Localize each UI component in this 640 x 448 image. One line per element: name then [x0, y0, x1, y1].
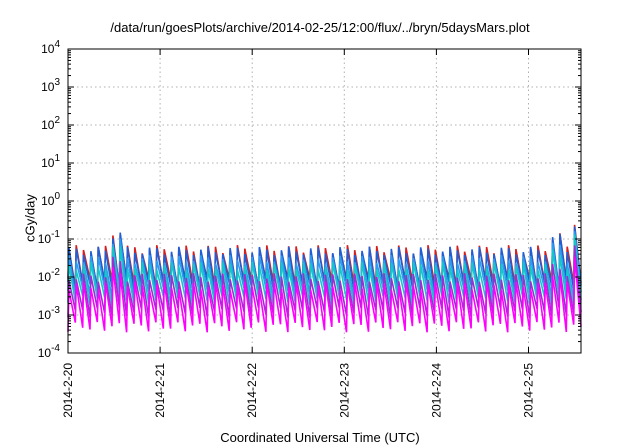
y-tick-label: 101 — [41, 153, 60, 170]
x-axis-label: Coordinated Universal Time (UTC) — [220, 430, 420, 445]
x-tick-label: 2014-2-24 — [429, 363, 443, 418]
axes — [67, 48, 582, 354]
x-tick-labels: 2014-2-20 2014-2-21 2014-2-22 2014-2-23 2014… — [61, 363, 536, 418]
x-tick-label: 2014-2-20 — [61, 363, 75, 418]
y-tick-label: 10-4 — [38, 343, 61, 360]
x-tick-label: 2014-2-21 — [153, 363, 167, 418]
y-tick-label: 10-2 — [38, 267, 61, 284]
plot-frame — [67, 48, 582, 354]
x-tick-label: 2014-2-22 — [245, 363, 259, 418]
x-tick-label: 2014-2-25 — [522, 363, 536, 418]
y-tick-label: 10-3 — [38, 305, 61, 322]
chart-title: /data/run/goesPlots/archive/2014-02-25/1… — [110, 20, 530, 35]
x-tick-label: 2014-2-23 — [337, 363, 351, 418]
y-tick-labels: 10-4 10-3 10-2 10-1 100 101 102 103 104 — [38, 39, 61, 360]
y-tick-label: 10-1 — [38, 229, 61, 246]
y-tick-label: 104 — [41, 39, 60, 56]
series-line-5 — [67, 256, 582, 333]
y-axis-label: cGy/day — [22, 194, 38, 242]
series-lines — [67, 224, 582, 333]
y-tick-label: 100 — [41, 191, 60, 208]
y-tick-label: 103 — [41, 77, 60, 94]
y-tick-label: 102 — [41, 115, 60, 132]
